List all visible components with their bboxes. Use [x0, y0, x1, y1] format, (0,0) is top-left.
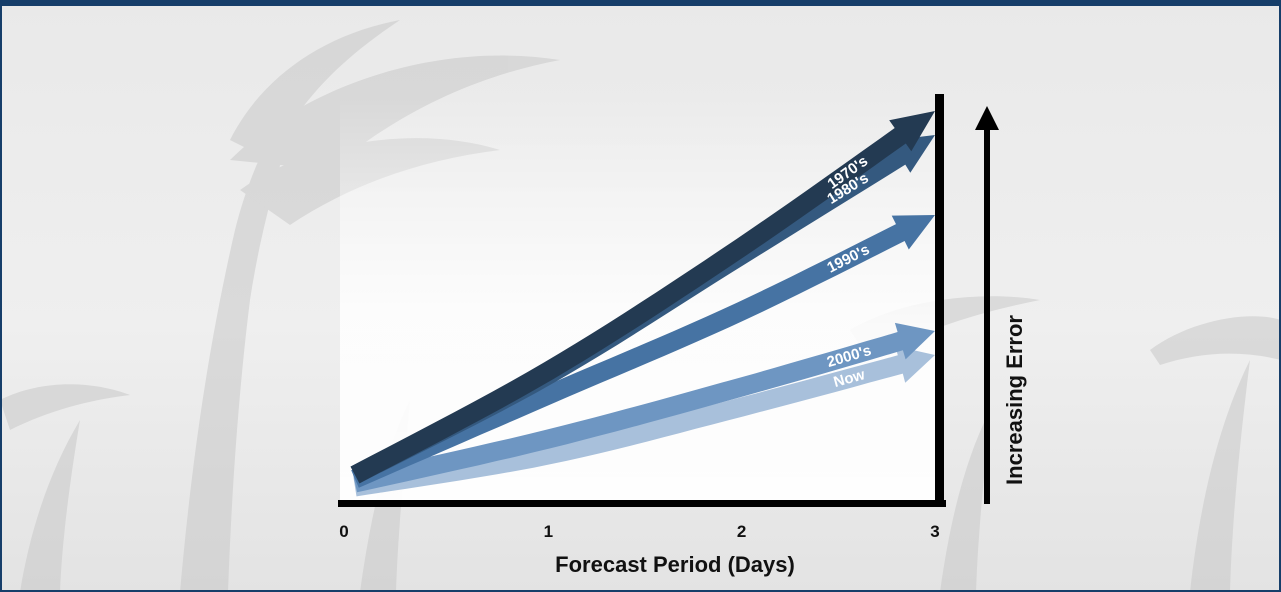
x-tick-labels: 0 1 2 3: [339, 522, 939, 541]
frame-left: [0, 0, 2, 592]
y-axis-line: [935, 94, 944, 507]
error-arrow-shaft: [984, 126, 990, 504]
y-axis-title: Increasing Error: [1002, 315, 1027, 485]
x-tick-label: 0: [339, 522, 348, 541]
x-tick-label: 3: [930, 522, 939, 541]
x-tick-label: 1: [544, 522, 553, 541]
x-axis-line: [338, 500, 946, 507]
x-axis-title: Forecast Period (Days): [555, 552, 795, 577]
error-arrow-head-icon: [975, 106, 999, 130]
top-accent-bar: [0, 0, 1281, 6]
x-tick-label: 2: [737, 522, 746, 541]
